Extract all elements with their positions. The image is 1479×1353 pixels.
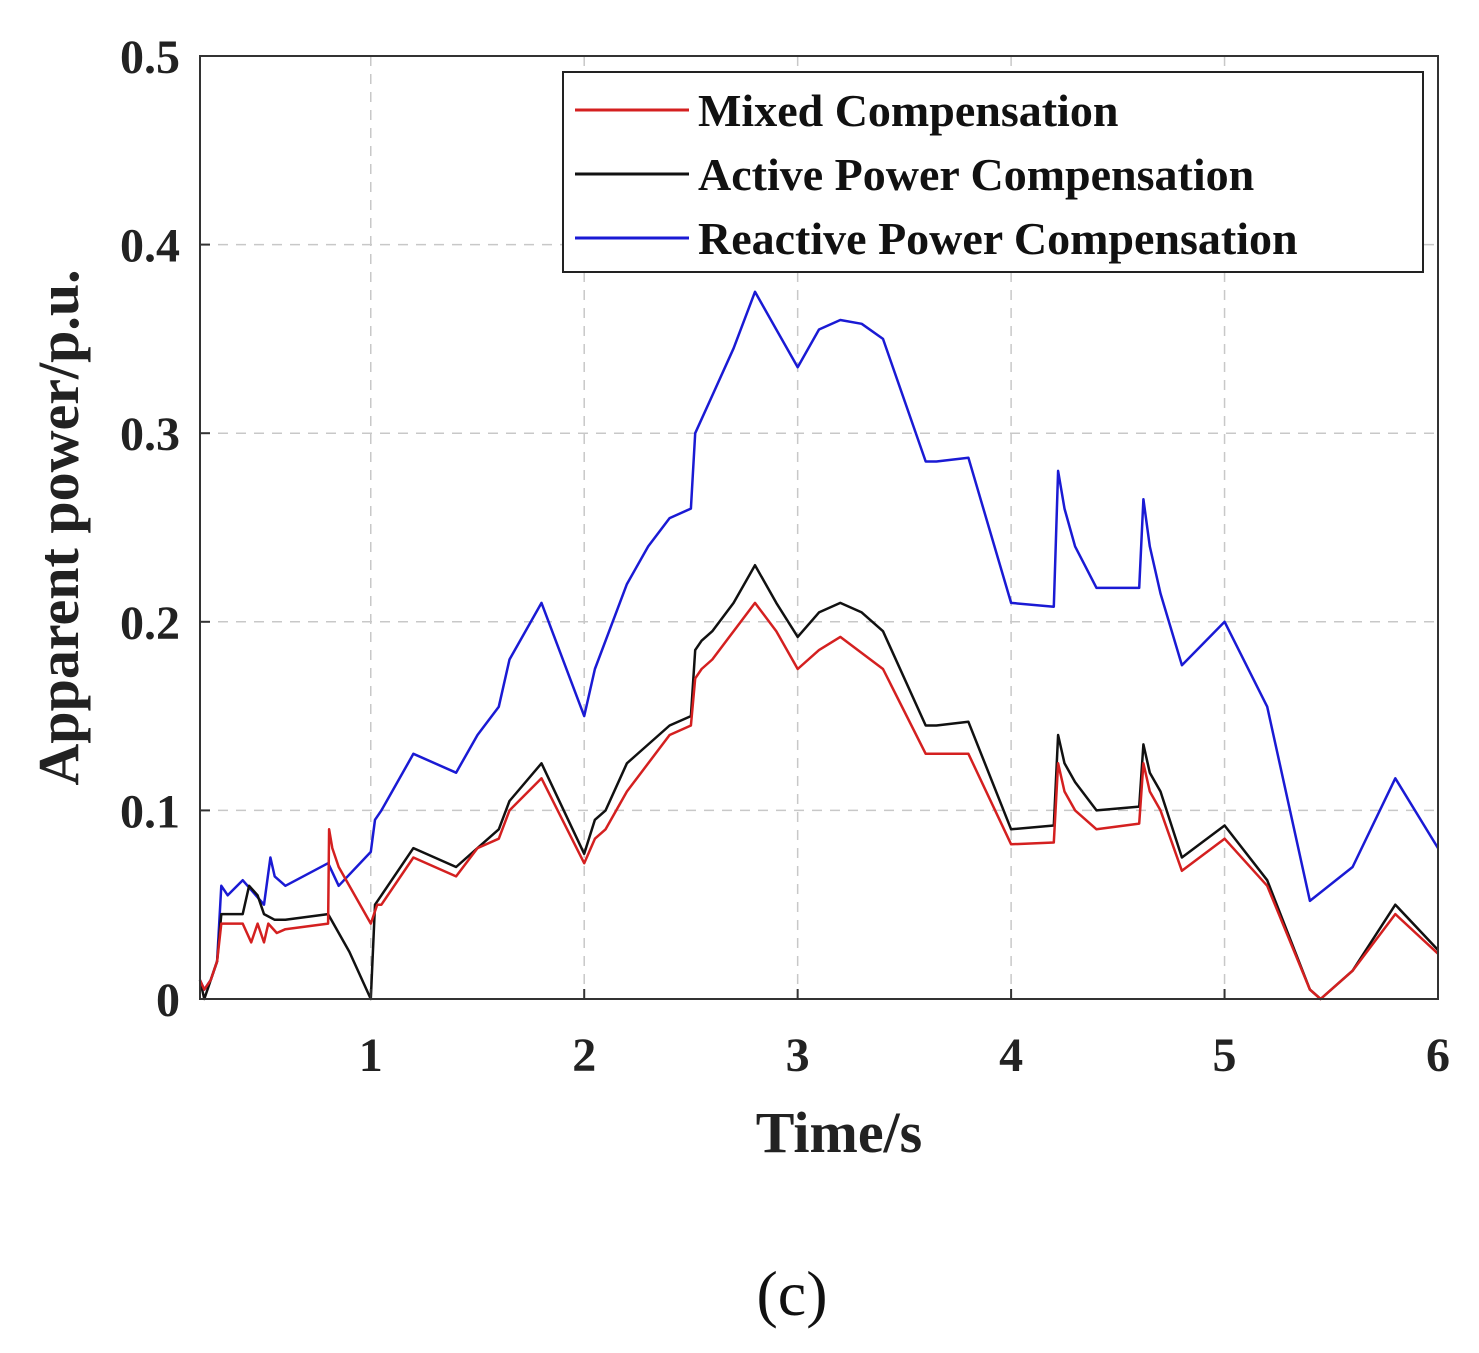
y-tick-label: 0.3 — [120, 408, 180, 461]
y-axis-label: Apparent power/p.u. — [26, 269, 91, 785]
x-tick-label: 4 — [999, 1029, 1023, 1082]
series-line-reactive-power-compensation — [198, 290, 1440, 991]
legend-label: Active Power Compensation — [698, 149, 1254, 200]
series-line-active-power-compensation — [198, 563, 1439, 1001]
y-tick-label: 0.5 — [120, 31, 180, 84]
legend-box — [562, 71, 1424, 273]
y-tick-label: 0.2 — [120, 597, 180, 650]
panel-label: (c) — [756, 1258, 827, 1329]
y-tick-label: 0.4 — [120, 220, 180, 273]
y-tick-label: 0 — [156, 974, 180, 1027]
x-tick-label: 1 — [359, 1029, 383, 1082]
x-tick-label: 3 — [786, 1029, 810, 1082]
x-ticks: 1 2 3 4 5 6 — [359, 989, 1450, 1082]
y-ticks: 0 0.1 0.2 0.3 0.4 0.5 — [120, 31, 210, 1027]
x-tick-label: 5 — [1213, 1029, 1237, 1082]
legend: Mixed Compensation Active Power Compensat… — [562, 71, 1424, 273]
x-tick-label: 2 — [572, 1029, 596, 1082]
legend-label: Reactive Power Compensation — [698, 213, 1298, 264]
x-tick-label: 6 — [1426, 1029, 1450, 1082]
legend-label: Mixed Compensation — [698, 85, 1118, 136]
series-line-mixed-compensation — [198, 601, 1439, 1001]
plot-frame — [199, 55, 1439, 1000]
x-axis-label: Time/s — [756, 1100, 923, 1165]
series-group — [198, 290, 1440, 1001]
y-tick-label: 0.1 — [120, 785, 180, 838]
